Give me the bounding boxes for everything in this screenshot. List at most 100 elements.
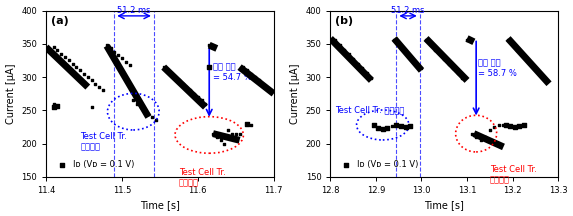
Point	[462, 39, 472, 42]
Point	[519, 123, 528, 127]
Text: Test Cell Tr.
측정결과: Test Cell Tr. 측정결과	[179, 168, 226, 188]
X-axis label: Time [s]: Time [s]	[140, 200, 180, 210]
Point	[504, 39, 513, 42]
Point	[467, 132, 476, 135]
Point	[358, 67, 367, 70]
Point	[390, 39, 399, 42]
Point	[506, 125, 515, 128]
Point	[476, 138, 485, 142]
Point	[53, 105, 62, 108]
Point	[110, 50, 119, 54]
Y-axis label: Current [μA]: Current [μA]	[290, 64, 300, 124]
Point	[513, 48, 522, 52]
Point	[511, 125, 520, 129]
Point	[95, 85, 104, 89]
Point	[49, 102, 58, 105]
Point	[99, 89, 108, 92]
Point	[449, 67, 458, 70]
Point	[453, 71, 462, 75]
Point	[397, 125, 406, 128]
Point	[125, 63, 134, 67]
Point	[87, 79, 96, 82]
Point	[353, 62, 362, 65]
Point	[481, 135, 490, 139]
Point	[144, 112, 153, 115]
Point	[519, 123, 528, 127]
Point	[406, 125, 415, 128]
Point	[430, 48, 439, 52]
Point	[220, 142, 229, 145]
Point	[242, 122, 252, 125]
Point	[148, 115, 157, 119]
Point	[174, 79, 183, 82]
Point	[374, 126, 383, 129]
Y-axis label: Current [μA]: Current [μA]	[6, 64, 15, 124]
Point	[265, 89, 274, 92]
Point	[178, 82, 187, 86]
Point	[193, 95, 202, 99]
Point	[485, 129, 494, 132]
Point	[60, 55, 69, 59]
Text: 51.2 ms: 51.2 ms	[391, 6, 425, 14]
Point	[167, 72, 176, 75]
Point	[535, 71, 544, 75]
Point	[521, 57, 531, 61]
Point	[401, 125, 410, 129]
Point	[254, 79, 263, 82]
Text: 전류 차이
= 54.7 %: 전류 차이 = 54.7 %	[213, 63, 252, 82]
Point	[205, 43, 214, 47]
Text: 51.2 ms: 51.2 ms	[117, 6, 151, 14]
Point	[383, 126, 392, 129]
Text: Test Cell Tr.
측정결과: Test Cell Tr. 측정결과	[490, 165, 536, 184]
Point	[159, 65, 168, 69]
Point	[458, 76, 467, 79]
Point	[378, 127, 387, 131]
Point	[392, 123, 401, 127]
Point	[515, 125, 524, 128]
Point	[190, 92, 199, 95]
Point	[494, 123, 504, 127]
Point	[397, 125, 406, 128]
Point	[378, 127, 387, 131]
Point	[369, 123, 378, 127]
Point	[490, 125, 499, 129]
Point	[406, 125, 415, 128]
Legend: Iᴅ (Vᴅ = 0.1 V): Iᴅ (Vᴅ = 0.1 V)	[50, 157, 138, 173]
Point	[151, 119, 160, 122]
Point	[136, 105, 146, 109]
Point	[140, 109, 150, 112]
Point	[64, 59, 73, 62]
Point	[209, 132, 218, 135]
Point	[258, 82, 267, 86]
Point	[515, 125, 524, 128]
Point	[72, 65, 81, 69]
Point	[348, 57, 358, 61]
Point	[387, 125, 397, 128]
Point	[392, 123, 401, 127]
Point	[399, 48, 408, 52]
Point	[531, 67, 540, 70]
Point	[117, 57, 127, 60]
Point	[335, 43, 344, 47]
Point	[49, 105, 58, 109]
Legend: Iᴅ (Vᴅ = 0.1 V): Iᴅ (Vᴅ = 0.1 V)	[335, 157, 422, 173]
Text: 전류 차이
= 58.7 %: 전류 차이 = 58.7 %	[478, 59, 517, 78]
Point	[439, 57, 449, 61]
Point	[250, 75, 260, 79]
Point	[182, 85, 191, 89]
Point	[102, 43, 111, 47]
Point	[80, 72, 89, 75]
Point	[53, 105, 62, 108]
Text: (b): (b)	[335, 16, 353, 25]
Text: Test Cell Tr.
측정결과: Test Cell Tr. 측정결과	[80, 132, 127, 151]
Text: (a): (a)	[50, 16, 68, 25]
Point	[223, 129, 233, 132]
X-axis label: Time [s]: Time [s]	[425, 200, 464, 210]
Point	[501, 123, 511, 127]
Point	[171, 75, 180, 79]
Point	[508, 43, 517, 47]
Point	[49, 45, 58, 49]
Point	[369, 123, 378, 127]
Point	[540, 76, 549, 79]
Point	[205, 65, 214, 69]
